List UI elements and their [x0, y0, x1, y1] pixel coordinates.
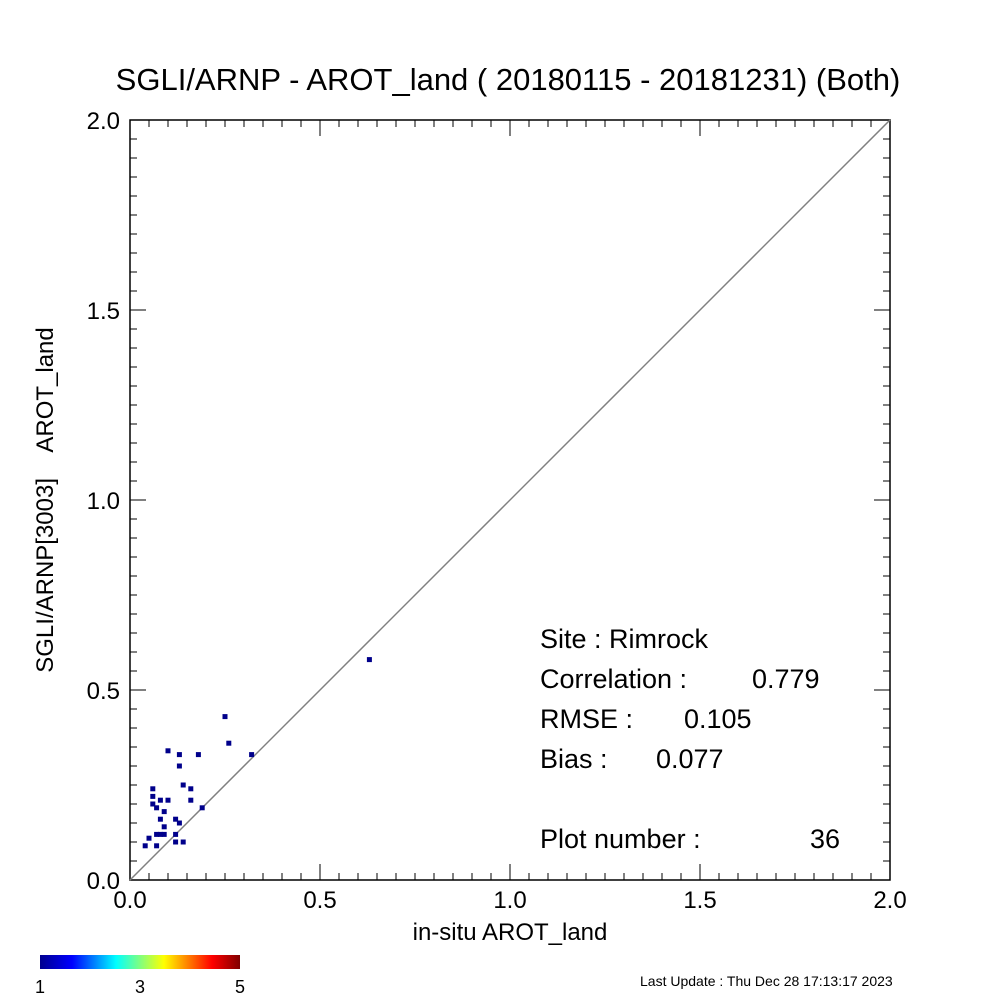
data-point: [188, 786, 194, 792]
chart-title: SGLI/ARNP - AROT_land ( 20180115 - 20181…: [116, 62, 901, 97]
x-tick-label: 0.0: [113, 887, 146, 914]
data-point: [150, 801, 156, 807]
data-point: [199, 805, 205, 811]
data-point: [173, 816, 179, 822]
data-point: [161, 809, 167, 815]
data-point: [180, 782, 186, 788]
x-axis-label: in-situ AROT_land: [413, 919, 608, 946]
data-point: [161, 824, 167, 830]
data-point: [157, 797, 163, 803]
data-point: [157, 816, 163, 822]
data-point: [195, 752, 201, 758]
data-point: [154, 843, 160, 849]
stats-box: Site : Rimrock Correlation : 0.779 RMSE …: [540, 624, 840, 854]
stat-bias-value: 0.077: [656, 744, 724, 774]
data-point: [165, 797, 171, 803]
x-tick-labels: 0.0 0.5 1.0 1.5 2.0: [113, 887, 906, 914]
axis-ticks: [129, 119, 891, 881]
data-point: [180, 839, 186, 845]
data-point: [176, 752, 182, 758]
data-point: [150, 786, 156, 792]
data-point: [173, 839, 179, 845]
data-point: [176, 763, 182, 769]
stat-plot-number-label: Plot number :: [540, 824, 701, 854]
stat-correlation-label: Correlation :: [540, 664, 687, 694]
data-point: [142, 843, 148, 849]
x-tick-label: 0.5: [303, 887, 336, 914]
data-point: [154, 805, 160, 811]
data-point: [165, 748, 171, 754]
stat-rmse-value: 0.105: [684, 704, 752, 734]
y-tick-label: 0.5: [87, 678, 120, 705]
data-point: [366, 657, 372, 663]
data-point: [176, 820, 182, 826]
reference-line-1-1: [129, 119, 891, 881]
x-tick-label: 1.0: [493, 887, 526, 914]
data-points: [142, 657, 372, 849]
last-update-text: Last Update : Thu Dec 28 17:13:17 2023: [640, 973, 893, 989]
data-point: [249, 752, 255, 758]
stat-bias-label: Bias :: [540, 744, 608, 774]
y-axis-label: SGLI/ARNP[3003] AROT_land: [32, 327, 59, 673]
data-point: [226, 740, 232, 746]
stat-site: Site : Rimrock: [540, 624, 709, 654]
colorbar-gradient: [40, 955, 240, 969]
data-point: [146, 835, 152, 841]
data-point: [222, 714, 228, 720]
colorbar-tick-labels: 1 3 5: [35, 977, 245, 997]
stat-correlation-value: 0.779: [752, 664, 820, 694]
data-point: [157, 831, 163, 837]
data-point: [154, 831, 160, 837]
colorbar-tick-label: 3: [135, 977, 145, 997]
y-tick-label: 2.0: [87, 108, 120, 135]
x-tick-label: 1.5: [683, 887, 716, 914]
stat-rmse-label: RMSE :: [540, 704, 633, 734]
colorbar-tick-label: 5: [235, 977, 245, 997]
stat-plot-number-value: 36: [810, 824, 840, 854]
data-point: [173, 831, 179, 837]
colorbar-tick-label: 1: [35, 977, 45, 997]
colorbar: 1 3 5: [35, 955, 245, 997]
one-to-one-line: [129, 119, 891, 881]
y-tick-label: 0.0: [87, 868, 120, 895]
y-tick-labels: 0.0 0.5 1.0 1.5 2.0: [87, 108, 120, 895]
data-point: [150, 793, 156, 799]
y-tick-label: 1.0: [87, 488, 120, 515]
y-tick-label: 1.5: [87, 298, 120, 325]
data-point: [188, 797, 194, 803]
x-tick-label: 2.0: [873, 887, 906, 914]
data-point: [161, 831, 167, 837]
